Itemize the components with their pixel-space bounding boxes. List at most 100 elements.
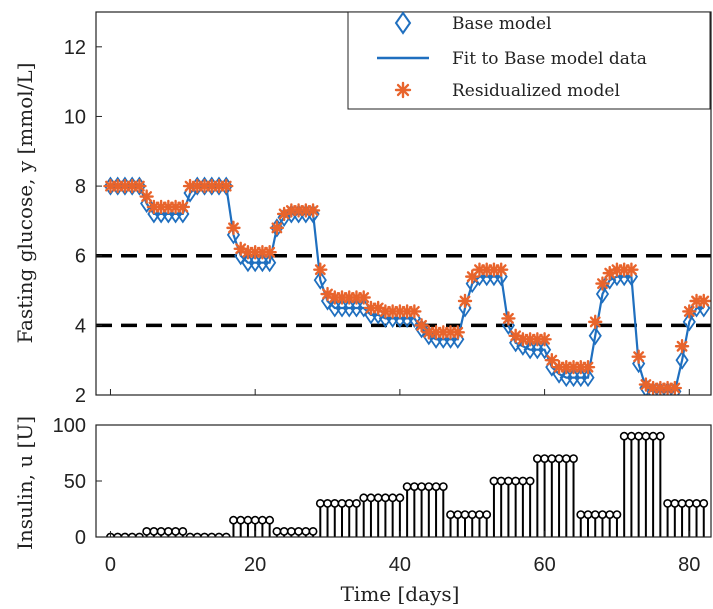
- insulin-stem-head: [670, 498, 680, 508]
- legend-entry-residualized: Residualized model: [394, 81, 620, 101]
- base-model-point: [682, 312, 696, 332]
- insulin-stem-head: [627, 431, 636, 441]
- base-model-point: [675, 350, 689, 370]
- asterisk-stroke: [322, 288, 333, 300]
- insulin-stem-head: [156, 527, 166, 536]
- insulin-stem-head: [692, 498, 701, 508]
- insulin-stem-head: [344, 498, 354, 508]
- asterisk-stroke: [589, 316, 601, 328]
- x-axis-label: Time [days]: [341, 582, 460, 606]
- fit-line: [110, 185, 704, 393]
- insulin-stem-head: [409, 482, 419, 491]
- insulin-stem-head: [648, 431, 658, 441]
- legend-asterisk-marker: [394, 81, 412, 99]
- insulin-stem-head: [265, 515, 275, 525]
- asterisk-stroke: [408, 305, 420, 317]
- asterisk-stroke: [133, 180, 145, 192]
- insulin-stem-head: [272, 527, 282, 536]
- insulin-stem-head: [308, 527, 318, 536]
- asterisk-stroke: [676, 340, 688, 352]
- insulin-stem-head: [525, 476, 535, 486]
- y-tick-label: 2: [75, 385, 86, 407]
- asterisk-stroke: [510, 330, 522, 342]
- threshold-lines: [96, 253, 711, 328]
- insulin-panel: 0 50 100 0 20 40 60 80 Insulin, u [U] Time [day…: [13, 415, 712, 606]
- insulin-stem-head: [301, 527, 311, 536]
- insulin-stem-head: [438, 482, 448, 491]
- legend-entry-fit: Fit to Base model data: [377, 49, 647, 69]
- insulin-stem-head: [395, 493, 405, 503]
- asterisk-stroke: [698, 295, 710, 307]
- glucose-ticks: 2 4 6 8 10 12: [64, 37, 690, 407]
- residualized-model-point: [696, 293, 711, 309]
- residualized-model-point: [501, 311, 516, 326]
- insulin-stem-head: [381, 493, 390, 503]
- asterisk-stroke: [358, 292, 370, 303]
- asterisk-stroke: [416, 319, 428, 331]
- insulin-stem-head: [214, 532, 224, 537]
- insulin-stem-head: [569, 454, 578, 463]
- legend-asterisk: [394, 81, 412, 99]
- residualized-model-point: [682, 304, 697, 319]
- residualized-model-point: [457, 293, 473, 309]
- insulin-stem-head: [431, 482, 441, 491]
- insulin-stem-head: [402, 482, 412, 491]
- y-tick-label: 50: [64, 471, 86, 493]
- base-model-point: [537, 340, 552, 360]
- insulin-stem-head: [359, 493, 369, 503]
- asterisk-stroke: [314, 264, 326, 276]
- base-model-point: [263, 253, 277, 273]
- residualized-model-point: [493, 262, 509, 277]
- insulin-stem-head: [489, 476, 499, 486]
- insulin-stem-head: [663, 498, 672, 508]
- x-tick-label: 20: [244, 554, 266, 576]
- insulin-stem-head: [453, 510, 463, 519]
- legend-box: [347, 11, 711, 110]
- insulin-stem-head: [323, 498, 332, 508]
- glucose-panel: 2 4 6 8 10 12 Fasting glucose, y [mmol/L] Bas…: [13, 11, 712, 407]
- residualized-model-point: [407, 304, 422, 319]
- asterisk-stroke: [459, 295, 471, 307]
- asterisk-stroke: [597, 278, 608, 290]
- insulin-stem-head: [576, 510, 586, 519]
- insulin-stem-head: [286, 527, 296, 536]
- residualized-model-point: [674, 339, 690, 354]
- insulin-stem-head: [366, 493, 376, 503]
- x-tick-label: 60: [533, 554, 555, 576]
- insulin-stem-head: [482, 510, 492, 519]
- glucose-y-axis-label: Fasting glucose, y [mmol/L]: [13, 63, 37, 344]
- residualized-model-point: [356, 290, 371, 305]
- insulin-stem-head: [221, 532, 231, 537]
- asterisk-stroke: [539, 333, 551, 345]
- insulin-stem-head: [178, 527, 188, 536]
- residualized-model-point: [313, 262, 328, 277]
- asterisk-stroke: [625, 264, 637, 276]
- base-model-point: [581, 368, 595, 388]
- asterisk-stroke: [546, 354, 558, 366]
- insulin-stem-head: [475, 510, 484, 519]
- insulin-stem-head: [250, 515, 260, 525]
- asterisk-stroke: [669, 382, 681, 394]
- insulin-stem-head: [120, 532, 130, 537]
- insulin-axes-frame: [95, 424, 712, 538]
- insulin-stems: [106, 431, 709, 537]
- insulin-stem-head: [200, 532, 209, 537]
- residualized-model-point: [580, 359, 596, 375]
- residualized-model-point: [269, 220, 285, 236]
- asterisk-stroke: [640, 379, 652, 390]
- insulin-stem-head: [149, 527, 159, 536]
- x-tick-label: 80: [678, 554, 700, 576]
- residualized-model-point: [667, 380, 683, 395]
- insulin-stem-head: [207, 532, 217, 537]
- asterisk-stroke: [372, 302, 384, 314]
- residualized-model-point: [588, 314, 603, 330]
- insulin-stem-head: [467, 510, 477, 519]
- insulin-stem-head: [127, 532, 137, 537]
- residualized-model-point: [305, 203, 321, 218]
- asterisk-stroke: [271, 222, 283, 234]
- insulin-stem-head: [373, 493, 383, 503]
- asterisk-stroke: [235, 243, 247, 255]
- insulin-stem-head: [446, 510, 455, 519]
- asterisk-stroke: [141, 191, 153, 202]
